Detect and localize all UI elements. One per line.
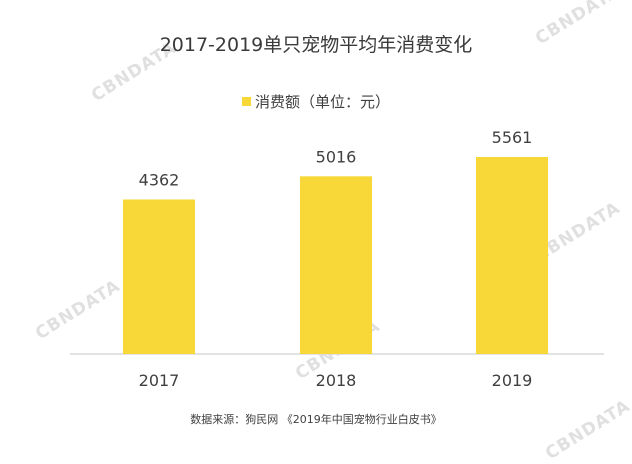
x-tick-2019: 2019 <box>492 371 533 390</box>
bar-2018 <box>300 176 372 354</box>
bar-2019 <box>476 157 548 354</box>
x-tick-2018: 2018 <box>316 371 357 390</box>
bar-chart: 4362 2017 5016 2018 5561 2019 <box>70 128 604 390</box>
data-label-2019: 5561 <box>492 128 533 147</box>
data-source: 数据来源：狗民网 《2019年中国宠物行业白皮书》 <box>190 413 442 426</box>
legend: 消费额（单位：元） <box>0 91 632 112</box>
chart-title: 2017-2019单只宠物平均年消费变化 <box>159 34 473 56</box>
x-tick-2017: 2017 <box>139 371 180 390</box>
legend-label: 消费额（单位：元） <box>254 93 390 111</box>
data-label-2017: 4362 <box>139 170 180 189</box>
bar-2017 <box>123 199 195 354</box>
data-label-2018: 5016 <box>316 147 357 166</box>
legend-swatch <box>241 97 251 106</box>
